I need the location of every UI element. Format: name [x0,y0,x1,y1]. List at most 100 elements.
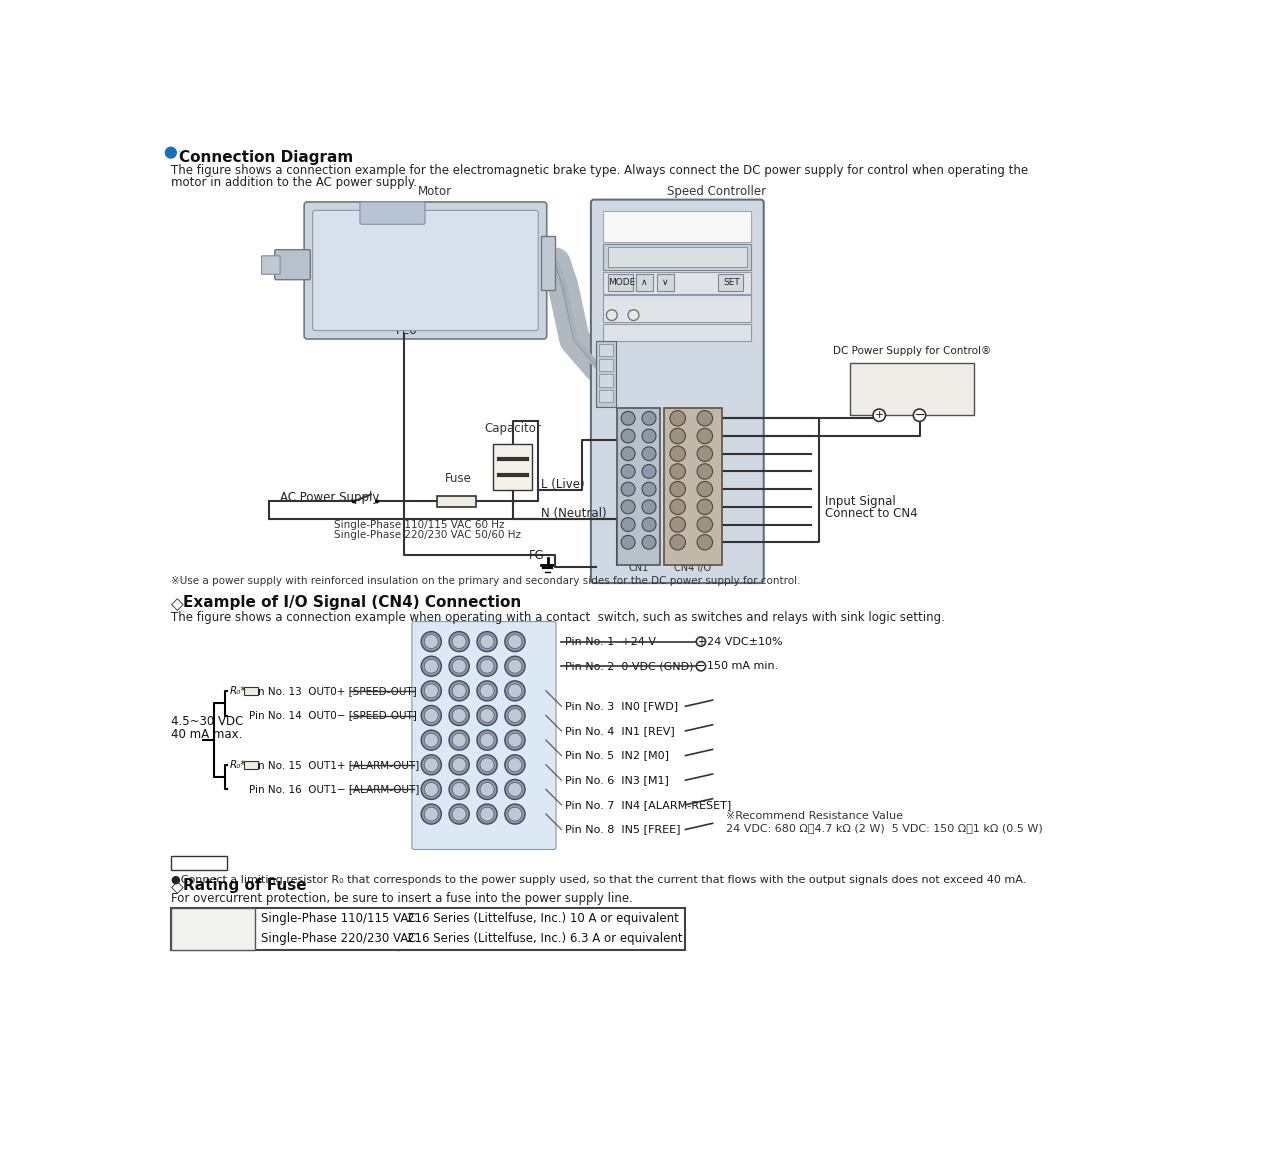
Bar [617,407,660,565]
FancyBboxPatch shape [412,621,556,849]
Text: L (Live): L (Live) [541,478,585,491]
Bar [599,390,613,402]
Circle shape [643,535,657,549]
Bar [657,274,673,291]
Circle shape [508,807,522,821]
Bar [170,908,255,950]
Bar [541,236,556,290]
Circle shape [449,706,470,726]
Circle shape [504,755,525,775]
Circle shape [508,783,522,797]
Circle shape [643,412,657,426]
Circle shape [449,804,470,825]
FancyBboxPatch shape [312,211,538,330]
Circle shape [914,409,925,421]
Text: Pin No. 2  0 VDC (GND): Pin No. 2 0 VDC (GND) [566,662,694,671]
Circle shape [421,632,442,651]
Bar [850,363,974,415]
Bar [603,295,751,322]
Bar [170,908,685,950]
Circle shape [165,148,177,158]
Text: Fuse: Fuse [445,472,472,485]
Circle shape [504,779,525,799]
Text: Single-Phase 220/230 VAC 50/60 Hz: Single-Phase 220/230 VAC 50/60 Hz [334,530,521,541]
Circle shape [621,464,635,478]
Circle shape [621,483,635,497]
Text: motor in addition to the AC power supply.: motor in addition to the AC power supply… [170,176,417,188]
Text: +: + [874,411,884,420]
FancyBboxPatch shape [591,200,764,583]
Text: Pin No. 14  OUT0− [SPEED-OUT]: Pin No. 14 OUT0− [SPEED-OUT] [250,711,417,721]
Text: MODEL: MODEL [609,328,645,336]
Circle shape [628,309,639,321]
Text: Pin No. 3  IN0 [FWD]: Pin No. 3 IN0 [FWD] [566,701,678,712]
Text: 24 VDC±10%: 24 VDC±10% [707,636,783,647]
Circle shape [424,684,438,698]
Circle shape [477,632,497,651]
Text: MODE: MODE [608,278,636,287]
Circle shape [452,635,466,649]
Text: Connection Diagram: Connection Diagram [179,150,353,165]
Circle shape [424,807,438,821]
FancyBboxPatch shape [305,202,547,338]
Circle shape [508,635,522,649]
Text: ●Connect a limiting resistor R₀ that corresponds to the power supply used, so th: ●Connect a limiting resistor R₀ that cor… [170,875,1027,885]
Circle shape [504,706,525,726]
Circle shape [508,684,522,698]
Circle shape [643,447,657,461]
Circle shape [375,500,379,504]
Bar [493,444,532,490]
Circle shape [424,659,438,673]
Circle shape [449,656,470,676]
Circle shape [621,518,635,531]
Text: Single-Phase 110/115 VAC: Single-Phase 110/115 VAC [261,912,416,925]
Circle shape [480,733,494,747]
Text: 24 VDC: 680 Ω～4.7 kΩ (2 W)  5 VDC: 150 Ω～1 kΩ (0.5 W): 24 VDC: 680 Ω～4.7 kΩ (2 W) 5 VDC: 150 Ω～… [726,823,1042,833]
Text: Rating of Fuse: Rating of Fuse [170,922,255,935]
Circle shape [477,706,497,726]
Text: ∨: ∨ [662,278,668,287]
Text: Motor: Motor [419,185,452,198]
Text: For overcurrent protection, be sure to insert a fuse into the power supply line.: For overcurrent protection, be sure to i… [170,892,632,905]
Text: Example of I/O Signal (CN4) Connection: Example of I/O Signal (CN4) Connection [183,595,521,611]
Text: Pin No. 1  +24 V: Pin No. 1 +24 V [566,636,657,647]
Circle shape [421,755,442,775]
Circle shape [508,733,522,747]
Circle shape [480,758,494,772]
Circle shape [424,635,438,649]
Circle shape [698,464,713,479]
Text: 40 mA max.: 40 mA max. [170,728,242,741]
Text: R₀*: R₀* [229,686,246,695]
Circle shape [504,730,525,750]
Circle shape [452,684,466,698]
Circle shape [424,783,438,797]
Bar [603,243,751,271]
Text: Capacitor: Capacitor [484,422,541,435]
Circle shape [449,632,470,651]
Circle shape [669,516,686,533]
Circle shape [643,483,657,497]
Text: +: + [696,636,705,647]
Circle shape [698,535,713,550]
Text: FG: FG [529,549,544,562]
Circle shape [621,412,635,426]
Circle shape [477,779,497,799]
Bar [599,359,613,371]
Text: Connect to CN4: Connect to CN4 [824,507,918,520]
Circle shape [480,708,494,722]
Bar [664,407,722,565]
Text: Pin No. 16  OUT1− [ALARM-OUT]: Pin No. 16 OUT1− [ALARM-OUT] [250,784,420,794]
Circle shape [477,730,497,750]
Circle shape [477,680,497,701]
FancyBboxPatch shape [275,250,310,279]
Text: Input Signal: Input Signal [824,495,896,508]
Text: DC Power Supply for Control®: DC Power Supply for Control® [832,345,991,356]
Circle shape [449,755,470,775]
Circle shape [421,680,442,701]
Text: ※Use a power supply with reinforced insulation on the primary and secondary side: ※Use a power supply with reinforced insu… [170,576,800,586]
Bar [599,374,613,387]
Text: Speed Controller: Speed Controller [667,185,765,198]
Circle shape [621,447,635,461]
Text: 216 Series (Littelfuse, Inc.) 10 A or equivalent: 216 Series (Littelfuse, Inc.) 10 A or eq… [407,912,680,925]
Circle shape [669,464,686,479]
